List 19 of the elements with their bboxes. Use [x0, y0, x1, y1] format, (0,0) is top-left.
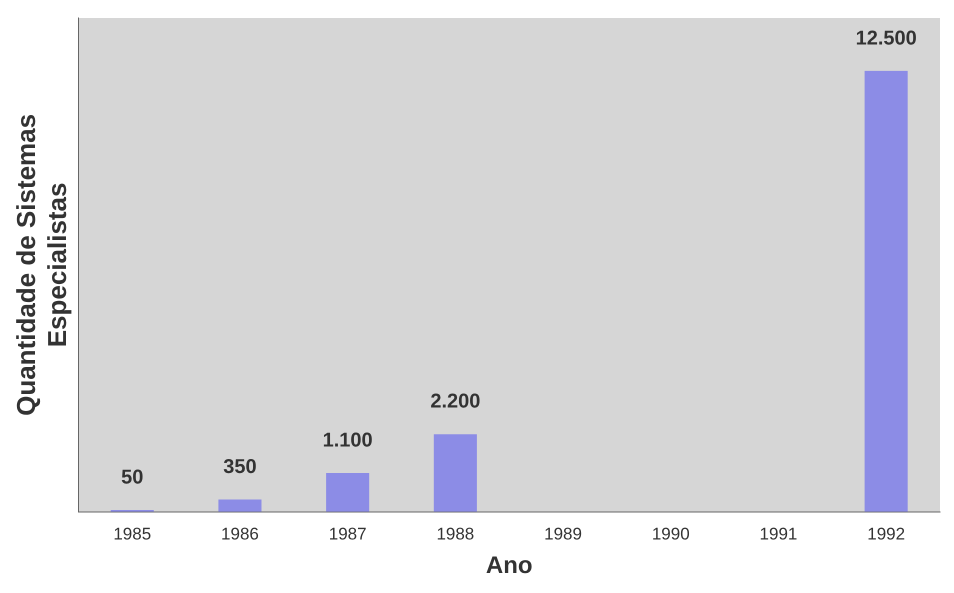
x-tick-label: 1992: [867, 524, 906, 544]
data-label: 12.500: [856, 27, 917, 50]
x-tick-label: 1989: [544, 524, 582, 544]
x-tick-label: 1991: [760, 524, 798, 544]
x-tick-label: 1987: [328, 524, 367, 544]
x-axis-title: Ano: [486, 552, 533, 580]
y-axis-title: Quantidade de Sistemas Especialistas: [10, 114, 72, 416]
x-tick-label: 1990: [652, 524, 690, 544]
bar: [434, 434, 477, 512]
x-tick-label: 1985: [113, 524, 152, 544]
data-label: 2.200: [430, 390, 480, 413]
bar: [326, 473, 370, 512]
x-tick-label: 1986: [221, 524, 259, 544]
data-label: 50: [121, 466, 144, 489]
bar: [218, 499, 262, 512]
x-tick-label: 1988: [436, 524, 474, 544]
bar: [864, 70, 908, 512]
data-label: 1.100: [322, 430, 373, 452]
data-label: 350: [223, 456, 257, 478]
